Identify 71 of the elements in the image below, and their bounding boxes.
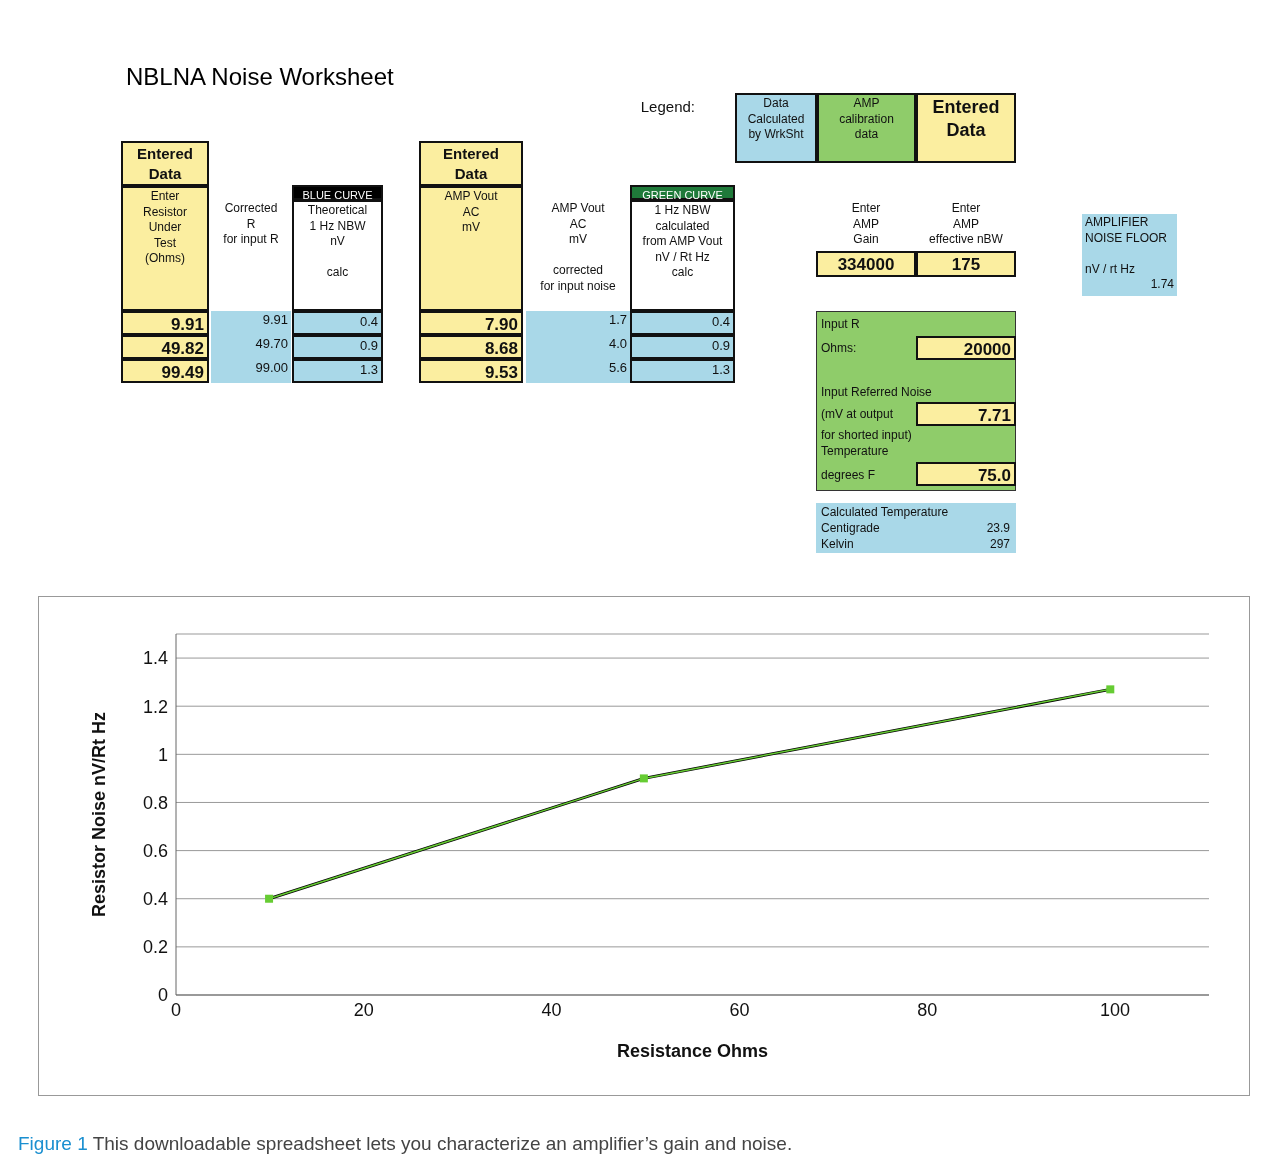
text: 0.4 xyxy=(630,311,735,335)
text: for shorted input) Temperature xyxy=(820,427,913,460)
text: 1.74 xyxy=(1082,276,1177,296)
text: Calculated Temperature xyxy=(820,504,950,520)
text: GREEN CURVE xyxy=(630,185,735,201)
y-tick-label: 0 xyxy=(157,985,168,1006)
text: Enter AMP effective nBW xyxy=(928,200,1004,249)
text: 0.9 xyxy=(292,335,383,359)
text: Enter AMP Gain xyxy=(850,200,882,249)
text: 8.68 xyxy=(419,335,523,359)
text: Input R xyxy=(820,316,861,333)
text: 1 Hz NBW calculated from AMP Vout nV / Rt Hz calc xyxy=(630,200,735,311)
text: Theoretical 1 Hz NBW nV calc xyxy=(307,203,368,280)
y-axis-title: Resistor Noise nV/Rt Hz xyxy=(89,711,110,918)
y-tick-label: 1 xyxy=(157,744,168,765)
text: 297 xyxy=(988,536,1011,552)
x-tick-label: 80 xyxy=(917,999,938,1020)
y-tick-label: 0.8 xyxy=(142,792,168,813)
text: 20000 xyxy=(916,336,1016,360)
text: Corrected R for input R xyxy=(222,200,280,249)
text: 75.0 xyxy=(916,462,1016,486)
x-tick-label: 60 xyxy=(729,999,750,1020)
text: 1.3 xyxy=(630,359,735,383)
text: 0.4 xyxy=(292,311,383,335)
text: 1.7 xyxy=(526,311,630,335)
text: 99.49 xyxy=(121,359,209,383)
text: 175 xyxy=(916,251,1016,277)
text: AMP Vout AC mV corrected for input noise xyxy=(540,201,616,293)
text: AMP Vout AC mV xyxy=(419,186,523,311)
y-tick-label: 1.4 xyxy=(142,648,168,669)
text: 23.9 xyxy=(985,520,1011,536)
text: Entered Data xyxy=(419,141,523,186)
x-tick-label: 40 xyxy=(541,999,562,1020)
text: 49.82 xyxy=(121,335,209,359)
text: 5.6 xyxy=(526,359,630,383)
text: 4.0 xyxy=(526,335,630,359)
text: Ohms: xyxy=(820,340,858,357)
text: This downloadable spreadsheet lets you characterize an amplifier’s gain and noise. xyxy=(91,1133,793,1154)
text: NBLNA Noise Worksheet xyxy=(126,63,394,91)
y-tick-label: 0.6 xyxy=(142,840,168,861)
text: BLUE CURVE xyxy=(292,185,383,201)
text: Enter Resistor Under Test (Ohms) xyxy=(121,186,209,311)
text: 49.70 xyxy=(211,335,291,359)
text: AMPLIFIER NOISE FLOOR nV / rt Hz xyxy=(1085,215,1168,276)
x-tick-label: 100 xyxy=(1100,999,1131,1020)
text: (mV at output xyxy=(820,406,895,423)
y-tick-label: 1.2 xyxy=(142,696,168,717)
text: Input Referred Noise xyxy=(820,384,933,401)
text: Data Calculated by WrkSht xyxy=(735,93,817,163)
y-tick-label: 0.4 xyxy=(142,889,168,910)
text: 7.90 xyxy=(419,311,523,335)
text: degrees F xyxy=(820,467,877,484)
x-tick-label: 0 xyxy=(170,999,182,1020)
text: Entered Data xyxy=(916,93,1016,163)
text: AMP calibration data xyxy=(817,93,916,163)
text: 9.53 xyxy=(419,359,523,383)
x-axis-title: Resistance Ohms xyxy=(616,1041,769,1061)
caption: Figure 1 xyxy=(18,1133,88,1154)
text: Centigrade xyxy=(820,520,881,536)
text: 9.91 xyxy=(211,311,291,335)
y-tick-label: 0.2 xyxy=(142,937,168,958)
text: Entered Data xyxy=(121,141,209,186)
x-tick-label: 20 xyxy=(353,999,374,1020)
text: 334000 xyxy=(816,251,916,277)
text: 99.00 xyxy=(211,359,291,383)
text: 0.9 xyxy=(630,335,735,359)
text: 1.3 xyxy=(292,359,383,383)
text: 9.91 xyxy=(121,311,209,335)
text: Kelvin xyxy=(820,536,855,552)
text: 7.71 xyxy=(916,402,1016,426)
text: Legend: xyxy=(639,97,696,116)
